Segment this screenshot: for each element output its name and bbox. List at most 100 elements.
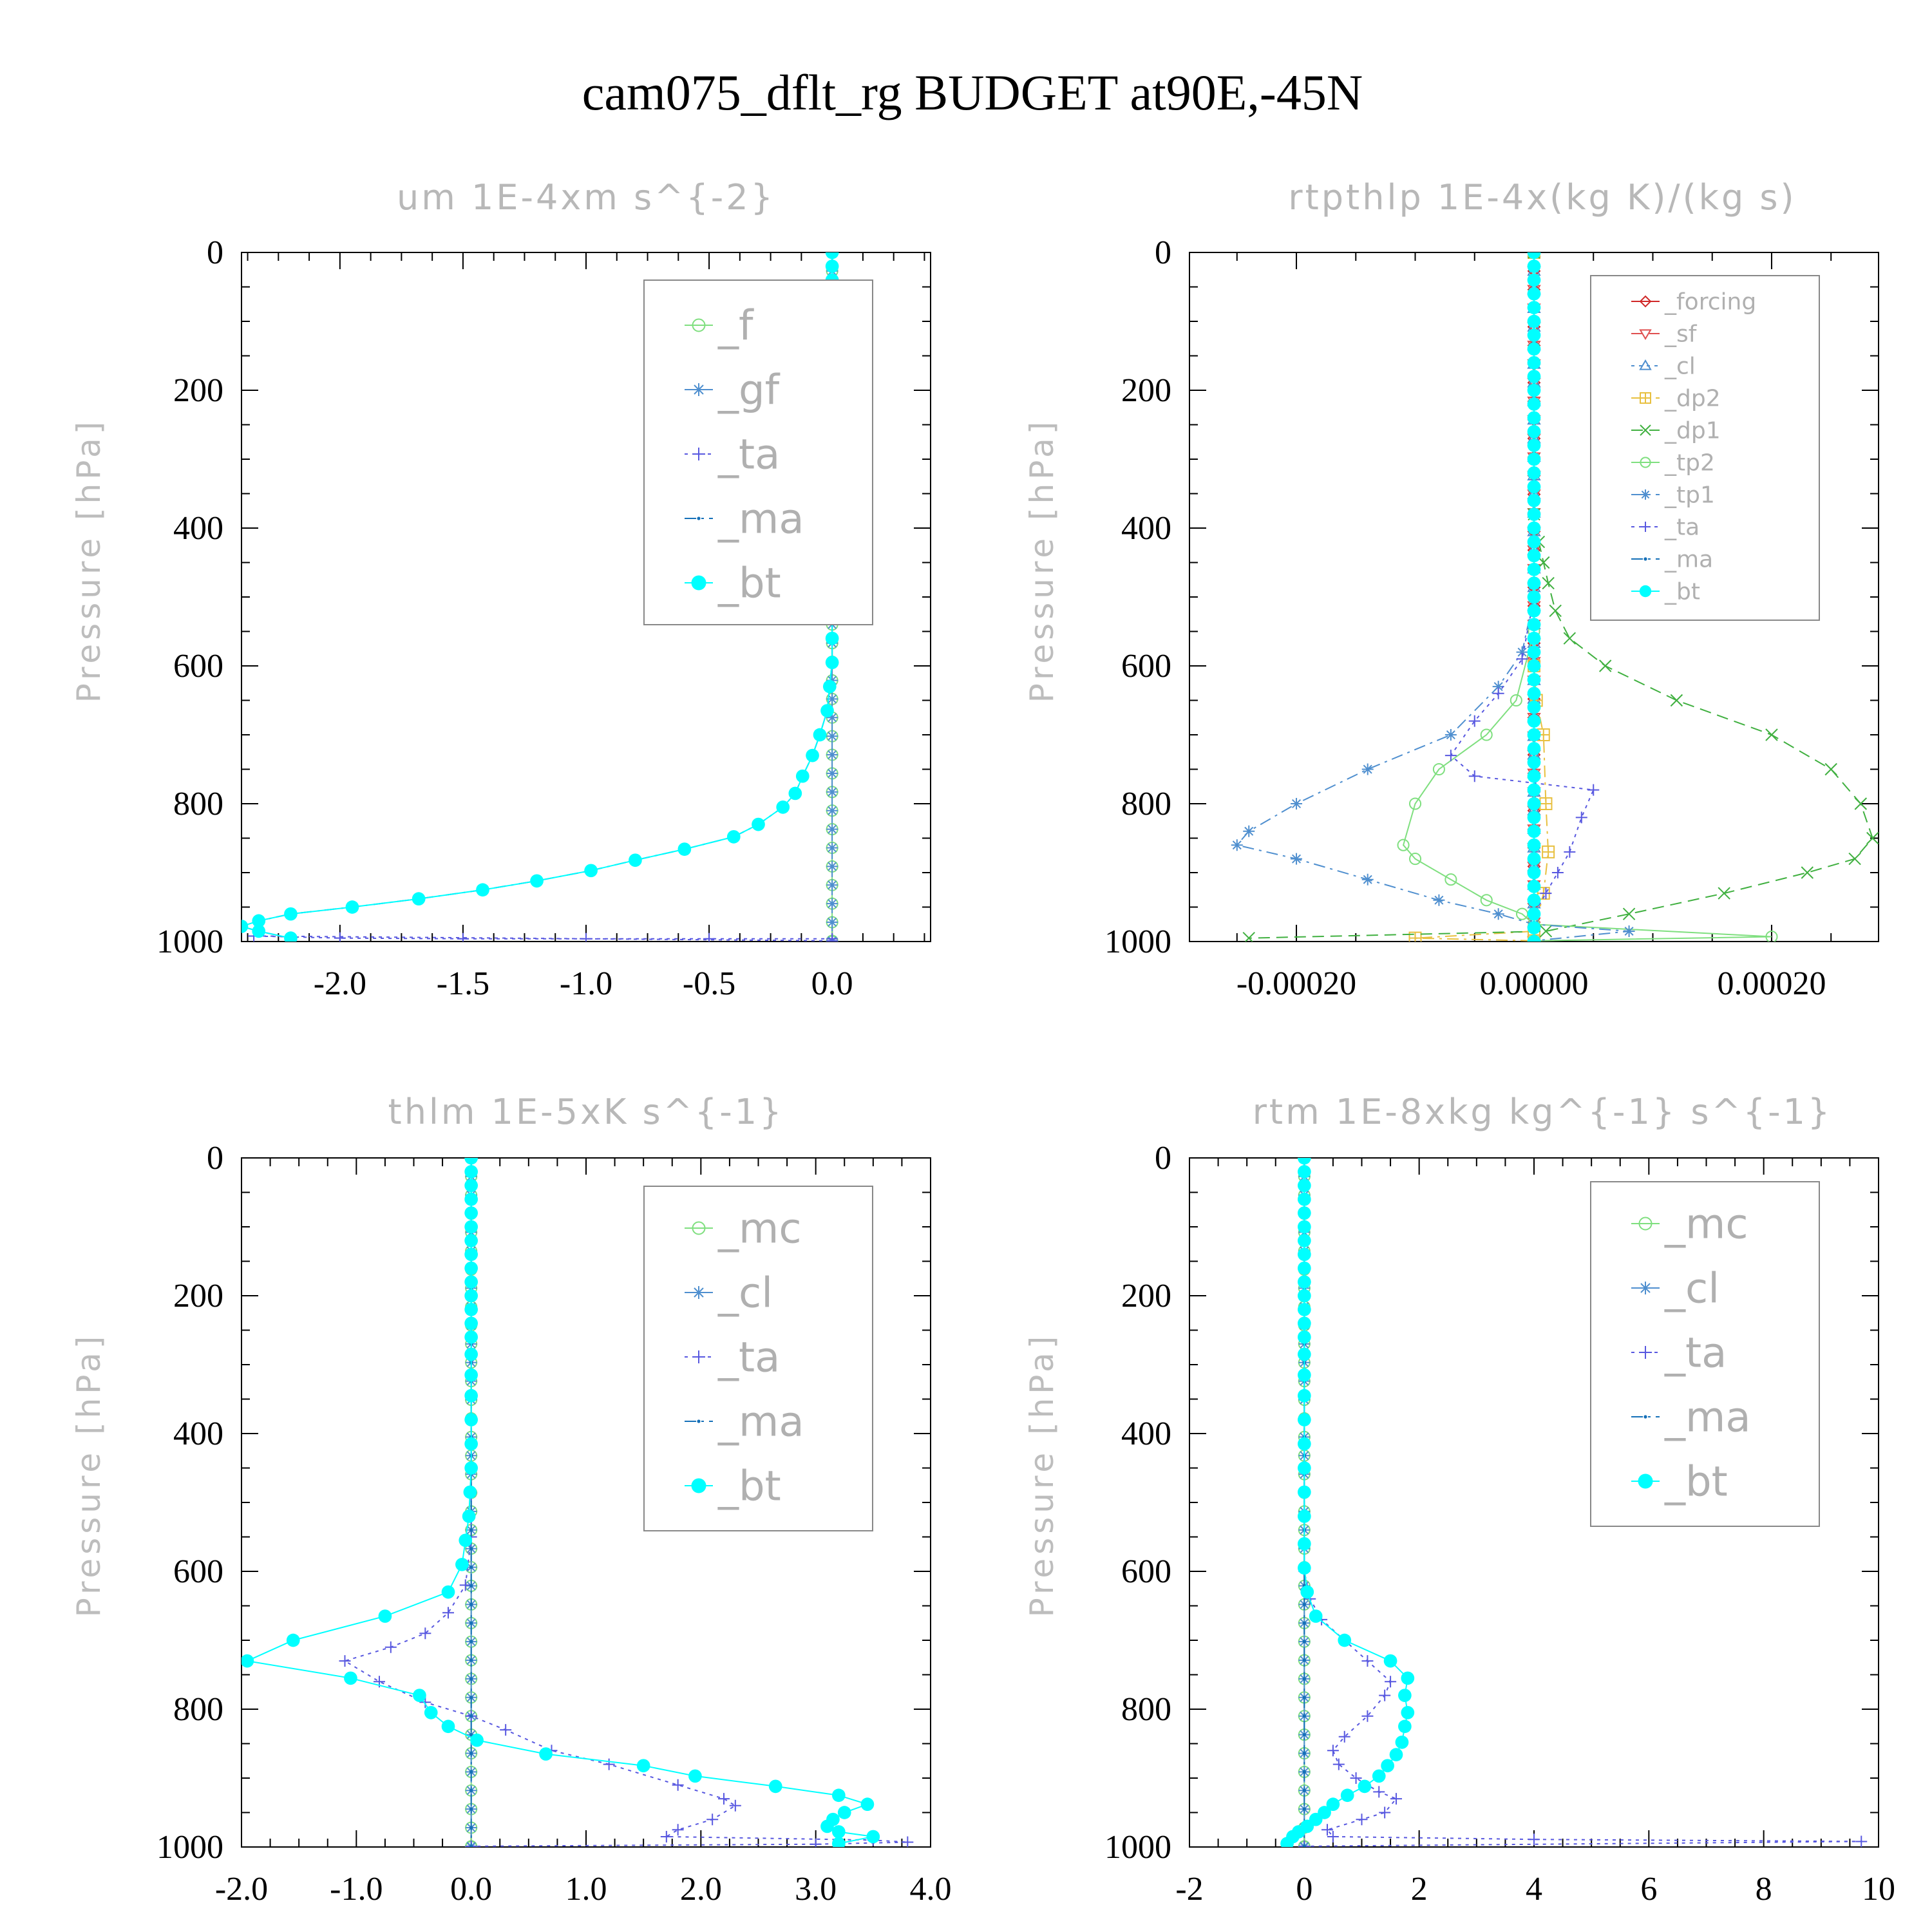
y-tick-label: 800 (173, 786, 223, 822)
data-point (1468, 715, 1481, 727)
data-point (1542, 576, 1555, 590)
x-tick-label: -2.0 (314, 965, 366, 1002)
data-point (1527, 397, 1541, 411)
data-point (1765, 930, 1778, 942)
legend-box (1590, 275, 1820, 621)
data-point (1527, 934, 1541, 942)
legend-label: _bt (717, 560, 781, 607)
data-point (825, 252, 839, 260)
data-point (469, 1602, 473, 1606)
data-point (286, 1633, 300, 1647)
series-line (1235, 252, 1629, 942)
data-point (476, 883, 489, 897)
data-point (825, 631, 839, 645)
data-point (1527, 411, 1541, 425)
data-point (822, 679, 837, 694)
data-point (1527, 452, 1541, 466)
legend-marker (697, 516, 701, 520)
data-point (1527, 742, 1541, 755)
data-point (1408, 853, 1422, 866)
legend-marker (1639, 1346, 1652, 1359)
data-point (677, 842, 692, 856)
panel-title-thlm: thlm 1E-5xK s^{-1} (388, 1092, 784, 1132)
legend-marker (692, 383, 705, 396)
data-point (1527, 370, 1541, 383)
data-point (1297, 1261, 1311, 1275)
data-point (1302, 1788, 1306, 1792)
y-tick-label: 800 (173, 1691, 223, 1728)
data-point (469, 1826, 473, 1830)
data-point (1297, 1165, 1311, 1179)
data-point (826, 767, 838, 779)
x-tick-label: 0.00020 (1717, 965, 1826, 1002)
data-point (1302, 1751, 1306, 1756)
panel-title-rtpthlp: rtpthlp 1E-4x(kg K)/(kg s) (1288, 177, 1796, 218)
data-point (1327, 1830, 1339, 1842)
data-point (1302, 1714, 1306, 1718)
series-layer (1231, 252, 1879, 942)
legend-marker (1639, 585, 1652, 598)
data-point (1539, 925, 1553, 938)
x-tick-label: 4 (1526, 1871, 1542, 1908)
data-point (1527, 838, 1541, 852)
data-point (1527, 907, 1541, 921)
data-point (776, 800, 790, 814)
legend-marker (1640, 424, 1651, 436)
data-point (1510, 694, 1522, 707)
x-tick-label: 4.0 (910, 1871, 952, 1908)
data-point (334, 932, 346, 942)
legend-label: _ma (1664, 547, 1713, 573)
data-point (1527, 659, 1541, 673)
y-tick-label: 1000 (156, 1829, 223, 1866)
data-point (1527, 562, 1541, 576)
data-point (1297, 1485, 1311, 1499)
data-point (1444, 873, 1457, 886)
data-point (1291, 798, 1303, 810)
data-point (1527, 824, 1541, 838)
series-bt (1280, 1158, 1415, 1847)
series-line (343, 1158, 908, 1847)
legend-marker (692, 1286, 705, 1299)
data-point (1398, 1719, 1412, 1734)
legend-label: _mc (1664, 1200, 1748, 1248)
data-point (464, 1247, 478, 1262)
legend: _forcing _sf _cl _dp2 _dp1 _tp2 _tp1 _ta _ma _bt (1590, 275, 1820, 621)
data-point (1801, 866, 1814, 879)
data-point (1297, 1561, 1311, 1575)
data-point (1527, 342, 1541, 356)
data-point (1444, 750, 1457, 762)
data-point (469, 1547, 473, 1551)
data-point (826, 842, 838, 854)
y-tick-label: 600 (1121, 648, 1171, 685)
data-point (826, 823, 838, 835)
data-point (539, 1747, 553, 1761)
legend-label: _tp2 (1664, 450, 1715, 477)
data-point (580, 933, 592, 942)
data-point (469, 1770, 473, 1774)
data-point (469, 1584, 473, 1588)
legend-marker (1638, 1217, 1653, 1231)
data-point (378, 1609, 392, 1623)
data-point (1444, 729, 1457, 741)
data-point (1866, 831, 1879, 845)
data-point (469, 1807, 473, 1811)
data-point (1516, 653, 1528, 665)
data-point (825, 260, 839, 273)
data-point (284, 907, 298, 921)
y-tick-label: 800 (1121, 786, 1171, 822)
legend-label: _cl (1664, 1265, 1719, 1312)
data-point (1350, 1772, 1362, 1784)
data-point (284, 931, 298, 942)
legend-label: _sf (1664, 321, 1698, 348)
data-point (752, 817, 765, 831)
data-point (826, 749, 838, 761)
data-point (826, 804, 838, 817)
data-point (457, 933, 469, 942)
data-point (1527, 439, 1541, 452)
legend-label: _bt (1664, 579, 1700, 605)
data-point (1527, 880, 1541, 893)
data-point (464, 1261, 478, 1275)
data-point (1527, 783, 1541, 797)
legend: _f _gf _ta _ma _bt (643, 279, 873, 625)
